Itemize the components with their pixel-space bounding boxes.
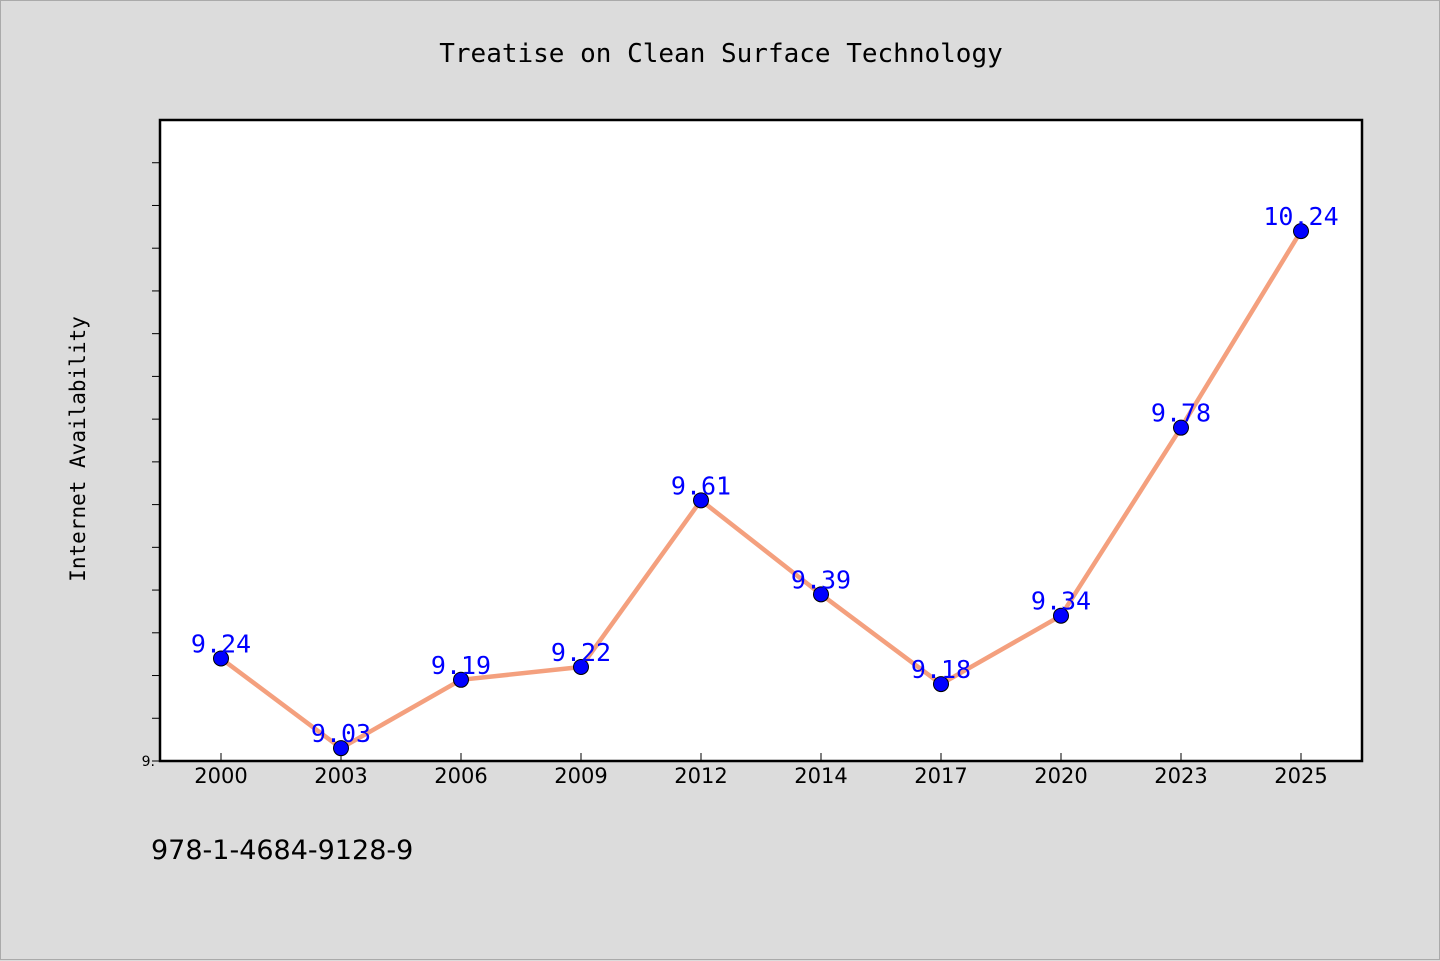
x-tick-label: 2000 xyxy=(194,764,247,788)
data-labels: 9.24 9.03 9.19 9.22 9.61 9.39 9.18 9.34 9.78 10.2… xyxy=(191,202,1339,748)
data-label: 9.22 xyxy=(551,638,611,667)
x-tick-label: 2012 xyxy=(674,764,727,788)
data-label: 9.34 xyxy=(1031,587,1091,616)
y-tick-label: 9. xyxy=(142,754,155,770)
x-tick-label: 2006 xyxy=(434,764,487,788)
data-point xyxy=(333,740,349,757)
y-axis-label: Internet Availability xyxy=(66,316,90,582)
data-label: 9.19 xyxy=(431,651,491,680)
data-label: 9.18 xyxy=(911,655,971,684)
data-point xyxy=(1293,223,1309,240)
y-axis-ticks: 9. xyxy=(142,162,160,770)
x-tick-label: 2023 xyxy=(1154,764,1207,788)
plot-area xyxy=(158,118,1364,763)
data-label: 9.39 xyxy=(791,565,851,594)
data-label: 10.24 xyxy=(1263,202,1338,231)
data-point xyxy=(693,492,709,509)
data-point xyxy=(573,658,589,675)
x-tick-label: 2014 xyxy=(794,764,847,788)
data-point xyxy=(933,676,949,693)
data-points xyxy=(213,223,1309,757)
data-label: 9.03 xyxy=(311,719,371,748)
x-tick-label: 2003 xyxy=(314,764,367,788)
chart-title: Treatise on Clean Surface Technology xyxy=(439,39,1003,69)
isbn-text: 978-1-4684-9128-9 xyxy=(151,835,414,866)
data-point xyxy=(1053,607,1069,624)
data-point xyxy=(1173,419,1189,436)
x-tick-label: 2020 xyxy=(1034,764,1087,788)
data-label: 9.24 xyxy=(191,629,251,658)
x-axis-ticks: 2000 2003 2006 2009 2012 2014 2017 2020 2023 2025 xyxy=(194,753,1328,788)
data-point xyxy=(213,650,229,667)
x-tick-label: 2009 xyxy=(554,764,607,788)
data-label: 9.61 xyxy=(671,471,731,500)
data-label: 9.78 xyxy=(1151,399,1211,428)
x-tick-label: 2017 xyxy=(914,764,967,788)
data-point xyxy=(453,671,469,688)
x-tick-label: 2025 xyxy=(1274,764,1327,788)
data-point xyxy=(813,586,829,603)
series-line xyxy=(219,229,1303,751)
